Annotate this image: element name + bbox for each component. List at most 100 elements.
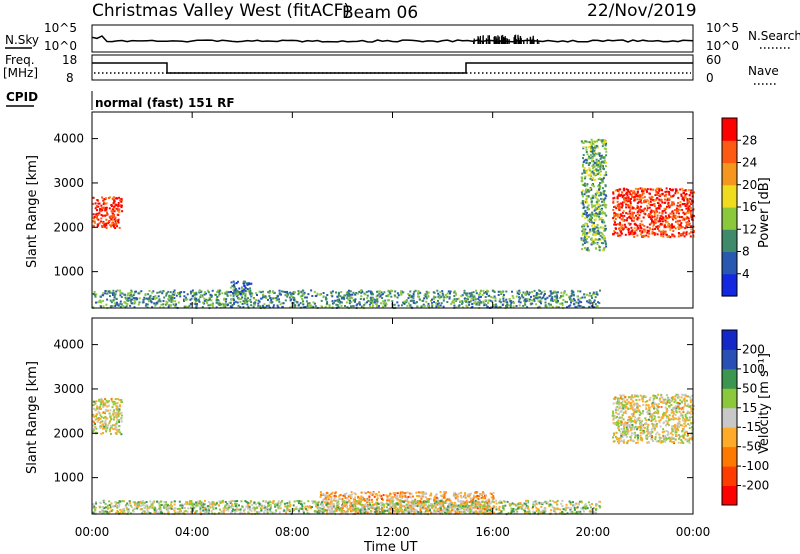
scatter-cell [500, 301, 502, 304]
scatter-cell [360, 292, 363, 295]
scatter-cell [99, 422, 102, 425]
scatter-cell [108, 215, 111, 218]
scatter-cell [590, 305, 593, 308]
scatter-cell [366, 297, 369, 300]
scatter-cell [377, 508, 380, 511]
scatter-cell [635, 193, 638, 196]
scatter-cell [114, 398, 117, 401]
scatter-cell [298, 292, 300, 294]
scatter-cell [666, 205, 668, 208]
scatter-cell [108, 412, 111, 415]
scatter-cell [669, 440, 672, 443]
scatter-cell [593, 214, 596, 217]
scatter-cell [616, 204, 619, 207]
scatter-cell [361, 290, 364, 293]
scatter-cell [290, 292, 293, 295]
scatter-cell [648, 192, 651, 195]
scatter-cell [671, 216, 674, 219]
scatter-cell [663, 225, 666, 227]
scatter-cell [468, 494, 471, 497]
scatter-cell [304, 306, 307, 308]
scatter-cell [667, 201, 670, 204]
scatter-cell [152, 296, 155, 298]
scatter-cell [570, 294, 573, 297]
scatter-cell [645, 406, 648, 409]
scatter-cell [654, 194, 657, 197]
scatter-cell [651, 231, 654, 234]
scatter-cell [477, 301, 480, 304]
scatter-cell [652, 394, 655, 397]
scatter-cell [172, 303, 175, 306]
scatter-cell [622, 394, 625, 397]
scatter-cell [561, 304, 564, 307]
scatter-cell [614, 231, 617, 234]
scatter-cell [617, 215, 620, 218]
scatter-cell [617, 213, 620, 216]
scatter-cell [528, 298, 531, 301]
scatter-cell [591, 196, 594, 199]
scatter-cell [468, 296, 471, 299]
scatter-cell [385, 494, 388, 497]
scatter-cell [688, 220, 690, 223]
scatter-cell [304, 296, 307, 299]
scatter-cell [470, 297, 473, 300]
scatter-cell [593, 178, 596, 181]
scatter-cell [510, 302, 513, 304]
scatter-cell [247, 297, 249, 300]
scatter-cell [628, 198, 631, 201]
scatter-cell [350, 502, 353, 505]
scatter-cell [668, 198, 671, 201]
scatter-cell [623, 430, 626, 433]
scatter-cell [328, 494, 331, 497]
scatter-cell [682, 419, 685, 422]
scatter-cell [675, 424, 678, 427]
scatter-cell [487, 499, 490, 501]
scatter-cell [620, 218, 623, 221]
scatter-cell [592, 291, 595, 294]
scatter-cell [630, 427, 633, 430]
scatter-cell [659, 230, 662, 233]
scatter-cell [403, 300, 406, 303]
scatter-cell [214, 293, 217, 296]
scatter-cell [645, 437, 647, 440]
scatter-cell [658, 207, 661, 210]
scatter-cell [104, 398, 107, 401]
scatter-cell [215, 297, 218, 300]
scatter-cell [118, 196, 121, 199]
scatter-cell [99, 427, 102, 429]
scatter-cell [430, 299, 433, 302]
scatter-cell [364, 492, 367, 495]
scatter-cell [680, 439, 683, 441]
scatter-cell [538, 300, 541, 303]
scatter-cell [341, 505, 344, 508]
scatter-cell [93, 215, 96, 218]
scatter-cell [689, 198, 692, 201]
scatter-cell [119, 417, 122, 420]
scatter-cell [108, 430, 111, 433]
scatter-cell [442, 305, 445, 308]
scatter-cell [664, 223, 666, 226]
scatter-cell [686, 412, 689, 415]
scatter-cell [647, 200, 650, 203]
scatter-cell [658, 397, 661, 400]
scatter-region [92, 196, 124, 229]
scatter-cell [489, 299, 492, 302]
scatter-cell [672, 203, 675, 206]
scatter-cell [647, 230, 650, 233]
scatter-cell [354, 300, 356, 303]
scatter-cell [478, 302, 481, 304]
scatter-cell [644, 426, 646, 429]
scatter-cell [417, 295, 419, 298]
scatter-cell [335, 291, 337, 294]
scatter-cell [685, 231, 688, 234]
scatter-cell [234, 502, 236, 505]
scatter-cell [627, 205, 630, 207]
scatter-cell [390, 496, 393, 499]
scatter-cell [670, 408, 673, 411]
scatter-cell [675, 211, 678, 214]
scatter-cell [595, 194, 598, 197]
scatter-cell [92, 414, 95, 417]
scatter-cell [670, 195, 672, 198]
scatter-cell [565, 293, 568, 296]
scatter-cell [648, 412, 651, 415]
